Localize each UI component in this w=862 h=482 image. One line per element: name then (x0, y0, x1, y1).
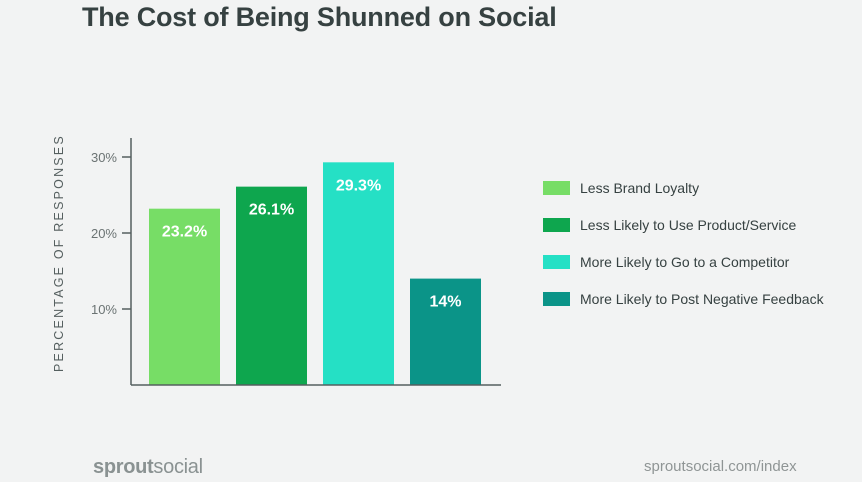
bar (149, 208, 220, 385)
legend-swatch (543, 218, 570, 232)
data-label: 14% (429, 294, 461, 311)
data-label: 29.3% (336, 177, 381, 194)
y-tick-label: 30% (91, 150, 117, 165)
legend-swatch (543, 255, 570, 269)
legend-item: Less Brand Loyalty (543, 178, 830, 199)
bar (323, 162, 394, 385)
data-label: 26.1% (249, 202, 294, 219)
legend-swatch (543, 292, 570, 306)
legend-label: Less Brand Loyalty (580, 180, 700, 196)
y-tick-label: 10% (91, 302, 117, 317)
legend-label: More Likely to Go to a Competitor (580, 254, 790, 270)
legend-item: Less Likely to Use Product/Service (543, 215, 830, 236)
logo-bold-text: sprout (93, 456, 154, 478)
legend-swatch (543, 181, 570, 195)
logo-light-text: social (153, 456, 203, 478)
y-axis-label: PERCENTAGE OF RESPONSES (52, 134, 66, 372)
y-tick-label: 20% (91, 226, 117, 241)
legend-label: Less Likely to Use Product/Service (580, 217, 797, 233)
bar (410, 278, 481, 385)
sproutsocial-logo: sproutsocial (93, 456, 203, 479)
data-label: 23.2% (162, 224, 207, 241)
legend-label: More Likely to Post Negative Feedback (580, 291, 824, 307)
chart-title: The Cost of Being Shunned on Social (82, 2, 557, 32)
legend: Less Brand Loyalty Less Likely to Use Pr… (543, 178, 830, 326)
legend-item: More Likely to Post Negative Feedback (543, 289, 830, 310)
bar (236, 186, 307, 385)
source-url: sproutsocial.com/index (644, 458, 797, 475)
legend-item: More Likely to Go to a Competitor (543, 252, 830, 273)
